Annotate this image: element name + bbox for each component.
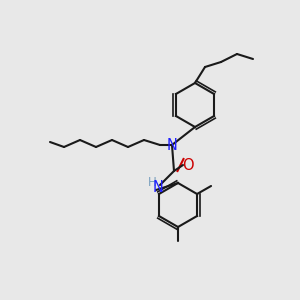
Text: H: H [148,176,156,190]
Text: N: N [153,179,164,194]
Text: O: O [182,158,194,172]
Text: N: N [167,137,177,152]
